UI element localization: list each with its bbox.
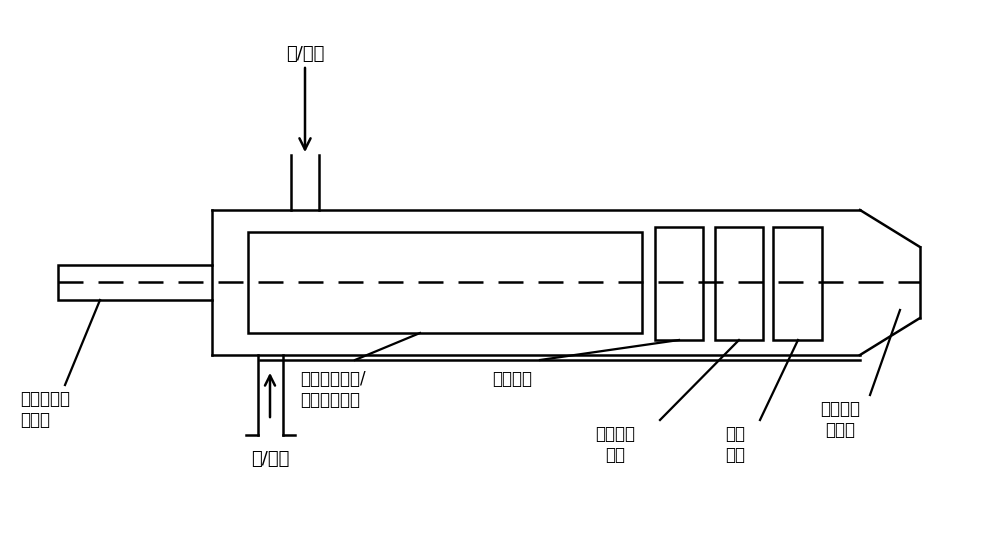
Bar [58,265,212,300]
Bar [715,227,763,340]
Bar [773,227,822,340]
Text: 激光预热
点火: 激光预热 点火 [595,425,635,464]
Text: 风/煤粉: 风/煤粉 [251,450,289,468]
Bar [248,232,642,333]
Bar [655,227,703,340]
Text: 激光能量输
送管路: 激光能量输 送管路 [20,390,70,429]
Text: 风/煤粉: 风/煤粉 [286,45,324,63]
Text: 同轴嵌套的风/
煤粉输送结构: 同轴嵌套的风/ 煤粉输送结构 [300,370,366,409]
Text: 防回火管: 防回火管 [492,370,532,388]
Text: 强化
燃烧: 强化 燃烧 [725,425,745,464]
Text: 可变径矢
量嘴嘴: 可变径矢 量嘴嘴 [820,400,860,439]
